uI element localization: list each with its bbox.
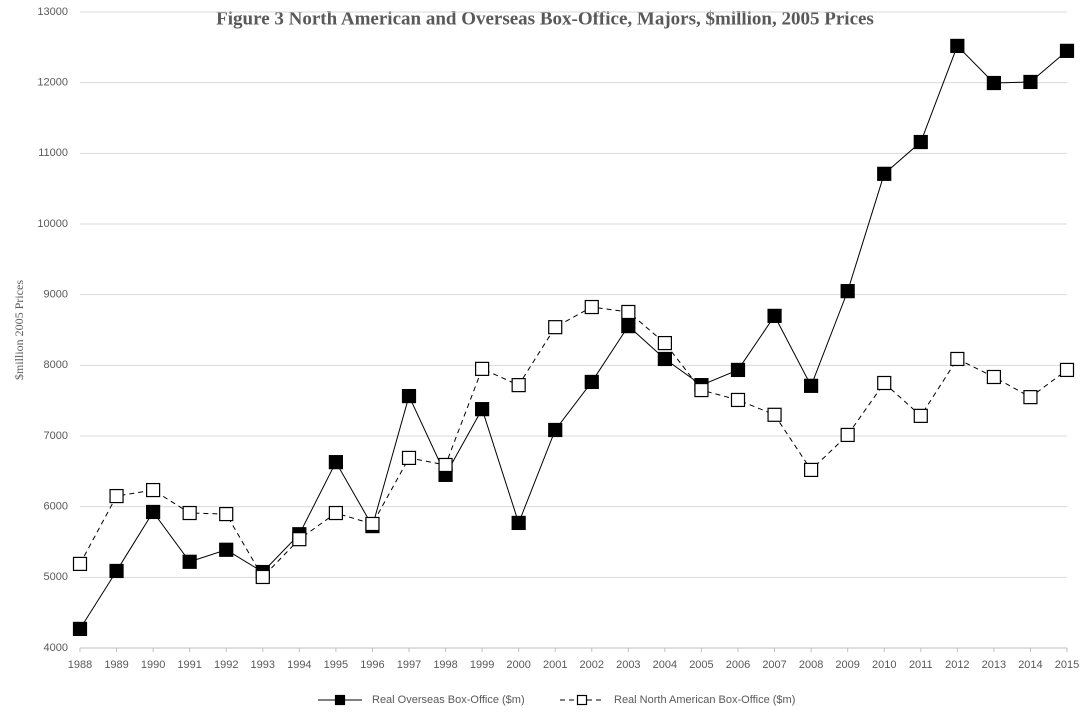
x-tick-label: 2015 [1055,659,1079,671]
marker [986,75,1001,91]
marker [401,450,417,466]
marker [182,505,197,521]
marker [730,362,746,378]
x-tick-label: 1995 [324,659,348,671]
x-tick-label: 2007 [762,659,786,671]
x-tick-label: 2005 [689,659,713,671]
x-tick-label: 1993 [251,659,275,671]
y-tick-label: 13000 [37,6,68,18]
x-tick-label: 2008 [799,659,823,671]
y-tick-label: 8000 [44,359,68,371]
legend-label: Real Overseas Box-Office ($m) [372,694,525,706]
marker [840,284,855,299]
x-tick-label: 2002 [580,659,604,671]
marker [1023,74,1038,90]
marker [548,422,563,438]
marker [255,569,270,585]
marker [328,455,343,470]
marker [950,351,965,367]
x-tick-label: 1999 [470,659,494,671]
marker [584,299,599,315]
x-tick-label: 1996 [360,659,384,671]
marker [365,516,380,532]
x-tick-label: 2010 [872,659,896,671]
marker [767,407,782,422]
y-tick-label: 11000 [38,147,68,159]
y-tick-label: 7000 [44,430,68,442]
series-line [79,45,1068,630]
y-tick-label: 10000 [37,218,68,230]
marker [401,388,417,404]
marker [109,488,124,504]
y-tick-label: 5000 [44,571,68,583]
marker [328,505,343,521]
y-axis-label: $million 2005 Prices [12,280,26,380]
marker [694,382,709,398]
marker [72,556,88,572]
x-tick-label: 2001 [543,659,567,671]
marker [877,375,892,391]
x-tick-label: 2000 [506,659,530,671]
x-tick-label: 2011 [909,659,933,671]
marker [840,427,855,443]
legend-marker [576,694,588,706]
marker [219,506,234,522]
marker [804,462,819,478]
marker [109,563,124,579]
y-tick-label: 4000 [44,642,68,654]
marker [1059,43,1075,58]
marker [621,319,636,334]
marker [950,38,965,54]
marker [146,482,161,498]
x-tick-label: 2012 [945,659,969,671]
x-tick-label: 2013 [982,659,1006,671]
legend-marker [334,694,346,706]
marker [986,369,1001,385]
y-tick-label: 6000 [44,501,68,513]
x-tick-label: 1989 [104,659,128,671]
marker [767,308,782,323]
marker [621,304,636,320]
series-line [79,306,1068,578]
x-tick-label: 1997 [397,659,421,671]
marker [438,457,453,473]
marker [877,166,892,181]
x-tick-label: 1991 [177,659,201,671]
y-tick-label: 12000 [37,77,68,89]
marker [219,542,234,557]
chart-title: Figure 3 North American and Overseas Box… [216,8,874,29]
marker [475,402,490,417]
marker [913,134,928,150]
marker [146,504,161,520]
marker [584,374,599,390]
x-tick-label: 1998 [433,659,457,671]
marker [511,378,526,393]
marker [730,392,746,408]
x-tick-label: 1988 [68,659,92,671]
y-tick-label: 9000 [44,289,68,301]
x-tick-label: 2006 [726,659,750,671]
x-tick-label: 1992 [214,659,238,671]
marker [72,621,88,637]
x-tick-label: 1990 [141,659,165,671]
x-tick-label: 1994 [287,659,311,671]
x-tick-label: 2009 [835,659,859,671]
marker [548,320,563,335]
marker [1023,390,1038,405]
x-tick-label: 2004 [653,659,677,671]
marker [511,515,526,531]
marker [182,554,197,569]
marker [913,408,928,423]
legend-label: Real North American Box-Office ($m) [614,694,795,706]
marker [292,532,307,547]
marker [657,351,672,367]
marker [475,361,490,376]
x-tick-label: 2014 [1018,659,1042,671]
x-tick-label: 2003 [616,659,640,671]
marker [657,335,672,351]
marker [804,378,819,393]
marker [1059,362,1075,378]
